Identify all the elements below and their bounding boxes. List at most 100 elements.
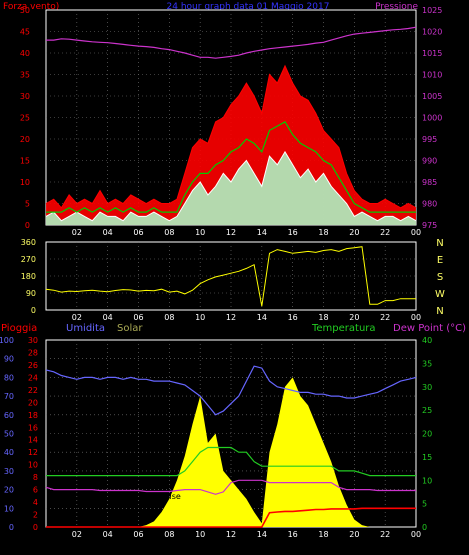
wind-panel-x-tick-label: 22 xyxy=(380,228,390,237)
wind-panel-x-tick-label: 18 xyxy=(318,228,328,237)
temperature-line xyxy=(46,446,416,477)
pressure-y-tick-label: 990 xyxy=(422,157,437,166)
wind-direction-line xyxy=(45,246,416,307)
direction-panel-x-tick-label: 16 xyxy=(288,313,298,322)
humidity-y-tick-label: 80 xyxy=(4,373,14,382)
header-pressure-label: Pressione xyxy=(375,2,418,12)
pressure-y-tick-label: 1015 xyxy=(422,49,442,58)
humidity-y-tick-label: 100 xyxy=(0,336,14,345)
compass-tick-label: S xyxy=(437,272,443,283)
wind-average-line xyxy=(46,120,416,213)
pressure-y-tick-label: 975 xyxy=(422,221,437,230)
rain-y-tick-label: 14 xyxy=(28,436,38,445)
direction-panel-x-tick-label: 04 xyxy=(103,313,113,322)
pressure-y-tick-label: 1010 xyxy=(422,71,442,80)
bottom-right-label-0: Temperatura xyxy=(311,323,376,334)
rain-y-tick-label: 4 xyxy=(33,498,38,507)
rain-y-tick-label: 24 xyxy=(28,373,38,382)
pressure-line xyxy=(46,26,417,59)
wind-y-tick-label: 0 xyxy=(25,221,30,230)
wind-y-tick-label: 5 xyxy=(25,200,30,209)
humidity-y-tick-label: 90 xyxy=(4,355,14,364)
bottom-panel-x-tick-label: 06 xyxy=(133,530,143,539)
humidity-line xyxy=(45,365,417,416)
rain-y-tick-label: 20 xyxy=(28,398,38,407)
wind-y-tick-label: 25 xyxy=(20,114,30,123)
humidity-y-tick-label: 40 xyxy=(4,448,14,457)
direction-panel-x-tick-label: 08 xyxy=(164,313,174,322)
bottom-panel-x-tick-label: 22 xyxy=(380,530,390,539)
rain-y-tick-label: 10 xyxy=(28,461,38,470)
wind-panel-x-tick-label: 14 xyxy=(257,228,267,237)
temperature-y-tick-label: 10 xyxy=(422,476,432,485)
direction-panel-x-tick-label: 06 xyxy=(133,313,143,322)
wind-panel-x-tick-label: 02 xyxy=(72,228,82,237)
rain-y-tick-label: 0 xyxy=(33,523,38,532)
pressure-y-tick-label: 985 xyxy=(422,178,437,187)
wind-panel-x-tick-label: 08 xyxy=(164,228,174,237)
wind-y-tick-label: 10 xyxy=(20,178,30,187)
wind-panel-x-tick-label: 10 xyxy=(195,228,205,237)
bottom-panel-x-tick-label: 14 xyxy=(257,530,267,539)
pressure-y-tick-label: 1020 xyxy=(422,28,442,37)
bottom-left-label-0: Pioggia xyxy=(1,323,37,334)
rain-y-tick-label: 26 xyxy=(28,361,38,370)
bottom-left-label-1: Umidita xyxy=(66,323,105,334)
sun-set-annotation: Sun Set xyxy=(344,492,375,501)
direction-y-tick-label: 90 xyxy=(26,289,36,298)
compass-tick-label: N xyxy=(436,238,443,249)
wind-y-tick-label: 45 xyxy=(20,28,30,37)
rain-y-tick-label: 18 xyxy=(28,411,38,420)
wind-panel-x-tick-label: 12 xyxy=(226,228,236,237)
solar-area xyxy=(46,377,416,527)
temperature-y-tick-label: 5 xyxy=(422,500,427,509)
pressure-y-tick-label: 980 xyxy=(422,200,437,209)
temperature-y-tick-label: 25 xyxy=(422,406,432,415)
chart-title: 24 hour graph data 01 Maggio 2017 xyxy=(167,2,330,12)
wind-panel-x-tick-label: 20 xyxy=(349,228,359,237)
wind-panel-x-tick-label: 00 xyxy=(411,228,421,237)
compass-tick-label: E xyxy=(437,255,443,266)
wind-y-tick-label: 35 xyxy=(20,71,30,80)
header-wind-label: Forza vento) xyxy=(3,2,59,12)
rain-y-tick-label: 8 xyxy=(33,473,38,482)
humidity-y-tick-label: 70 xyxy=(4,392,14,401)
temperature-y-tick-label: 0 xyxy=(422,523,427,532)
bottom-panel-x-tick-label: 00 xyxy=(411,530,421,539)
temperature-y-tick-label: 15 xyxy=(422,453,432,462)
wind-y-tick-label: 50 xyxy=(20,6,30,15)
wind-panel-x-tick-label: 16 xyxy=(288,228,298,237)
direction-y-tick-label: 360 xyxy=(21,238,36,247)
temperature-y-tick-label: 40 xyxy=(422,336,432,345)
rain-y-tick-label: 12 xyxy=(28,448,38,457)
compass-tick-label: N xyxy=(436,306,443,317)
wind-y-tick-label: 30 xyxy=(20,92,30,101)
rain-y-tick-label: 28 xyxy=(28,348,38,357)
bottom-right-label-1: Dew Point (°C) xyxy=(393,323,466,334)
temperature-y-tick-label: 20 xyxy=(422,430,432,439)
wind-speed-area xyxy=(46,151,416,225)
dew-point-line xyxy=(45,479,416,495)
bottom-panel-x-tick-label: 18 xyxy=(318,530,328,539)
humidity-y-tick-label: 50 xyxy=(4,430,14,439)
temperature-y-tick-label: 30 xyxy=(422,383,432,392)
rain-y-tick-label: 30 xyxy=(28,336,38,345)
bottom-panel-x-tick-label: 02 xyxy=(72,530,82,539)
direction-y-tick-label: 0 xyxy=(31,306,36,315)
humidity-y-tick-label: 0 xyxy=(9,523,14,532)
rain-y-tick-label: 6 xyxy=(33,486,38,495)
bottom-panel-x-tick-label: 08 xyxy=(164,530,174,539)
wind-y-tick-label: 20 xyxy=(20,135,30,144)
direction-y-tick-label: 270 xyxy=(21,255,36,264)
wind-speed-line xyxy=(45,150,417,222)
rain-y-tick-label: 22 xyxy=(28,386,38,395)
bottom-left-label-2: Solar xyxy=(117,323,143,334)
rain-line xyxy=(46,507,416,528)
pressure-y-tick-label: 1005 xyxy=(422,92,442,101)
direction-panel-x-tick-label: 22 xyxy=(380,313,390,322)
wind-panel-x-tick-label: 06 xyxy=(133,228,143,237)
rain-y-tick-label: 16 xyxy=(28,423,38,432)
direction-panel-x-tick-label: 20 xyxy=(349,313,359,322)
wind-y-tick-label: 40 xyxy=(20,49,30,58)
